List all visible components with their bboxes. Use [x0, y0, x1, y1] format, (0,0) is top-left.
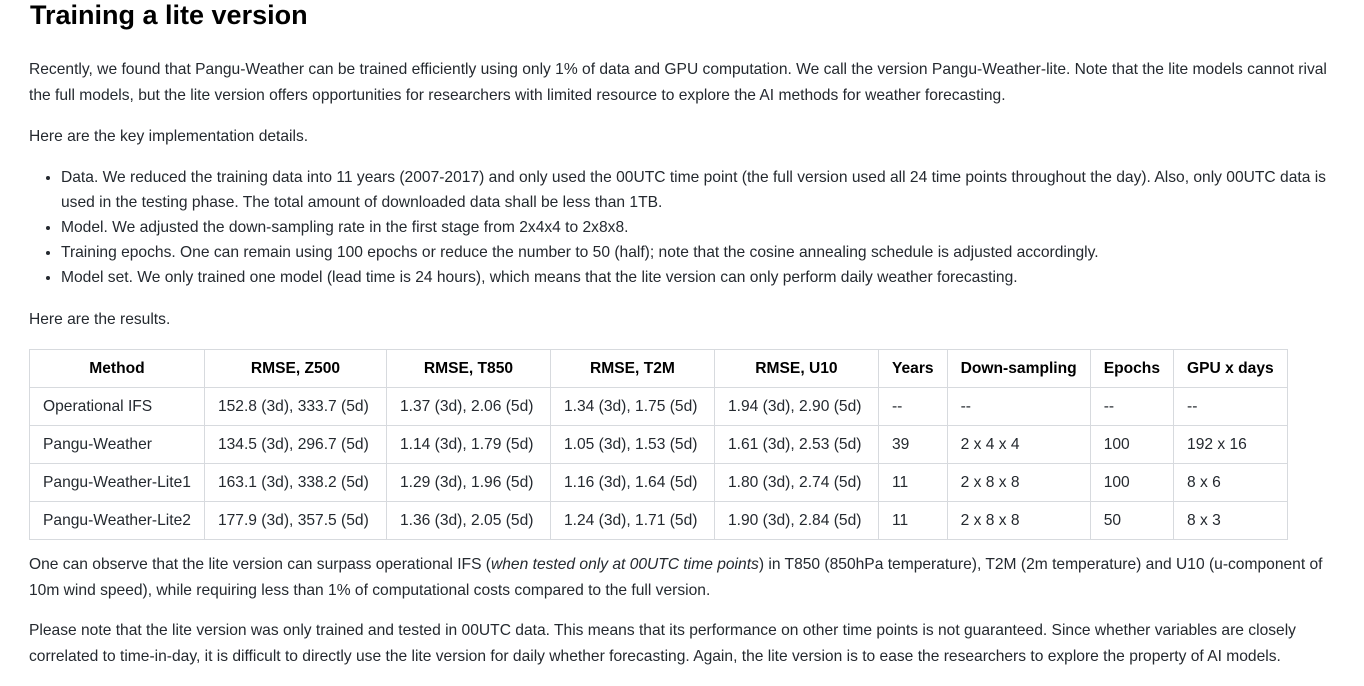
cell-rmse-u10: 1.80 (3d), 2.74 (5d): [713, 463, 879, 502]
list-item: Model. We adjusted the down-sampling rat…: [61, 215, 1335, 240]
cell-rmse-t2m: 1.34 (3d), 1.75 (5d): [549, 387, 715, 426]
cell-rmse-z500: 152.8 (3d), 333.7 (5d): [203, 387, 387, 426]
cell-rmse-z500: 134.5 (3d), 296.7 (5d): [203, 425, 387, 464]
header-method: Method: [29, 349, 205, 388]
cell-rmse-u10: 1.90 (3d), 2.84 (5d): [713, 501, 879, 540]
cell-down-sampling: 2 x 4 x 4: [946, 425, 1091, 464]
table-row: Pangu-Weather 134.5 (3d), 296.7 (5d) 1.1…: [29, 425, 1288, 464]
header-rmse-t2m: RMSE, T2M: [549, 349, 715, 388]
cell-method: Pangu-Weather-Lite2: [29, 501, 205, 540]
cell-rmse-u10: 1.61 (3d), 2.53 (5d): [713, 425, 879, 464]
observation-emphasis: when tested only at 00UTC time points: [491, 556, 759, 573]
cell-method: Pangu-Weather: [29, 425, 205, 464]
table-header-row: Method RMSE, Z500 RMSE, T850 RMSE, T2M R…: [29, 349, 1288, 388]
observation-paragraph: One can observe that the lite version ca…: [29, 552, 1335, 604]
key-details-lead: Here are the key implementation details.: [29, 128, 309, 145]
observation-text-start: One can observe that the lite version ca…: [29, 556, 491, 573]
list-item: Training epochs. One can remain using 10…: [61, 240, 1335, 265]
implementation-details-list: Data. We reduced the training data into …: [29, 165, 1335, 290]
cell-rmse-t850: 1.29 (3d), 1.96 (5d): [385, 463, 551, 502]
header-rmse-t850: RMSE, T850: [385, 349, 551, 388]
cell-method: Operational IFS: [29, 387, 205, 426]
table-row: Pangu-Weather-Lite2 177.9 (3d), 357.5 (5…: [29, 501, 1288, 540]
cell-rmse-z500: 163.1 (3d), 338.2 (5d): [203, 463, 387, 502]
table-row: Operational IFS 152.8 (3d), 333.7 (5d) 1…: [29, 387, 1288, 426]
cell-years: 11: [877, 463, 948, 502]
intro-paragraph: Recently, we found that Pangu-Weather ca…: [29, 61, 1327, 104]
cell-gpu-days: 8 x 6: [1173, 463, 1288, 502]
results-lead: Here are the results.: [29, 311, 171, 328]
section-heading: Training a lite version: [30, 0, 308, 30]
table-row: Pangu-Weather-Lite1 163.1 (3d), 338.2 (5…: [29, 463, 1288, 502]
list-item: Model set. We only trained one model (le…: [61, 265, 1335, 290]
header-gpu-days: GPU x days: [1173, 349, 1288, 388]
cell-years: 39: [877, 425, 948, 464]
cell-rmse-t850: 1.37 (3d), 2.06 (5d): [385, 387, 551, 426]
cell-epochs: 100: [1089, 463, 1175, 502]
cell-rmse-t2m: 1.16 (3d), 1.64 (5d): [549, 463, 715, 502]
cell-epochs: --: [1089, 387, 1175, 426]
header-epochs: Epochs: [1089, 349, 1175, 388]
cell-gpu-days: 8 x 3: [1173, 501, 1288, 540]
observation-text-end: ) in T850 (850hPa temperature), T2M (2m …: [29, 556, 1323, 599]
cell-down-sampling: 2 x 8 x 8: [946, 463, 1091, 502]
cell-rmse-u10: 1.94 (3d), 2.90 (5d): [713, 387, 879, 426]
cell-gpu-days: --: [1173, 387, 1288, 426]
cell-gpu-days: 192 x 16: [1173, 425, 1288, 464]
cell-down-sampling: --: [946, 387, 1091, 426]
header-years: Years: [877, 349, 948, 388]
cell-epochs: 100: [1089, 425, 1175, 464]
cell-rmse-z500: 177.9 (3d), 357.5 (5d): [203, 501, 387, 540]
cell-down-sampling: 2 x 8 x 8: [946, 501, 1091, 540]
cell-years: 11: [877, 501, 948, 540]
cell-epochs: 50: [1089, 501, 1175, 540]
header-rmse-z500: RMSE, Z500: [203, 349, 387, 388]
list-item: Data. We reduced the training data into …: [61, 165, 1335, 215]
header-rmse-u10: RMSE, U10: [713, 349, 879, 388]
cell-rmse-t2m: 1.05 (3d), 1.53 (5d): [549, 425, 715, 464]
cell-method: Pangu-Weather-Lite1: [29, 463, 205, 502]
results-table: Method RMSE, Z500 RMSE, T850 RMSE, T2M R…: [29, 349, 1288, 540]
cell-rmse-t850: 1.14 (3d), 1.79 (5d): [385, 425, 551, 464]
cell-rmse-t2m: 1.24 (3d), 1.71 (5d): [549, 501, 715, 540]
note-paragraph: Please note that the lite version was on…: [29, 622, 1296, 665]
cell-years: --: [877, 387, 948, 426]
header-down-sampling: Down-sampling: [946, 349, 1091, 388]
cell-rmse-t850: 1.36 (3d), 2.05 (5d): [385, 501, 551, 540]
